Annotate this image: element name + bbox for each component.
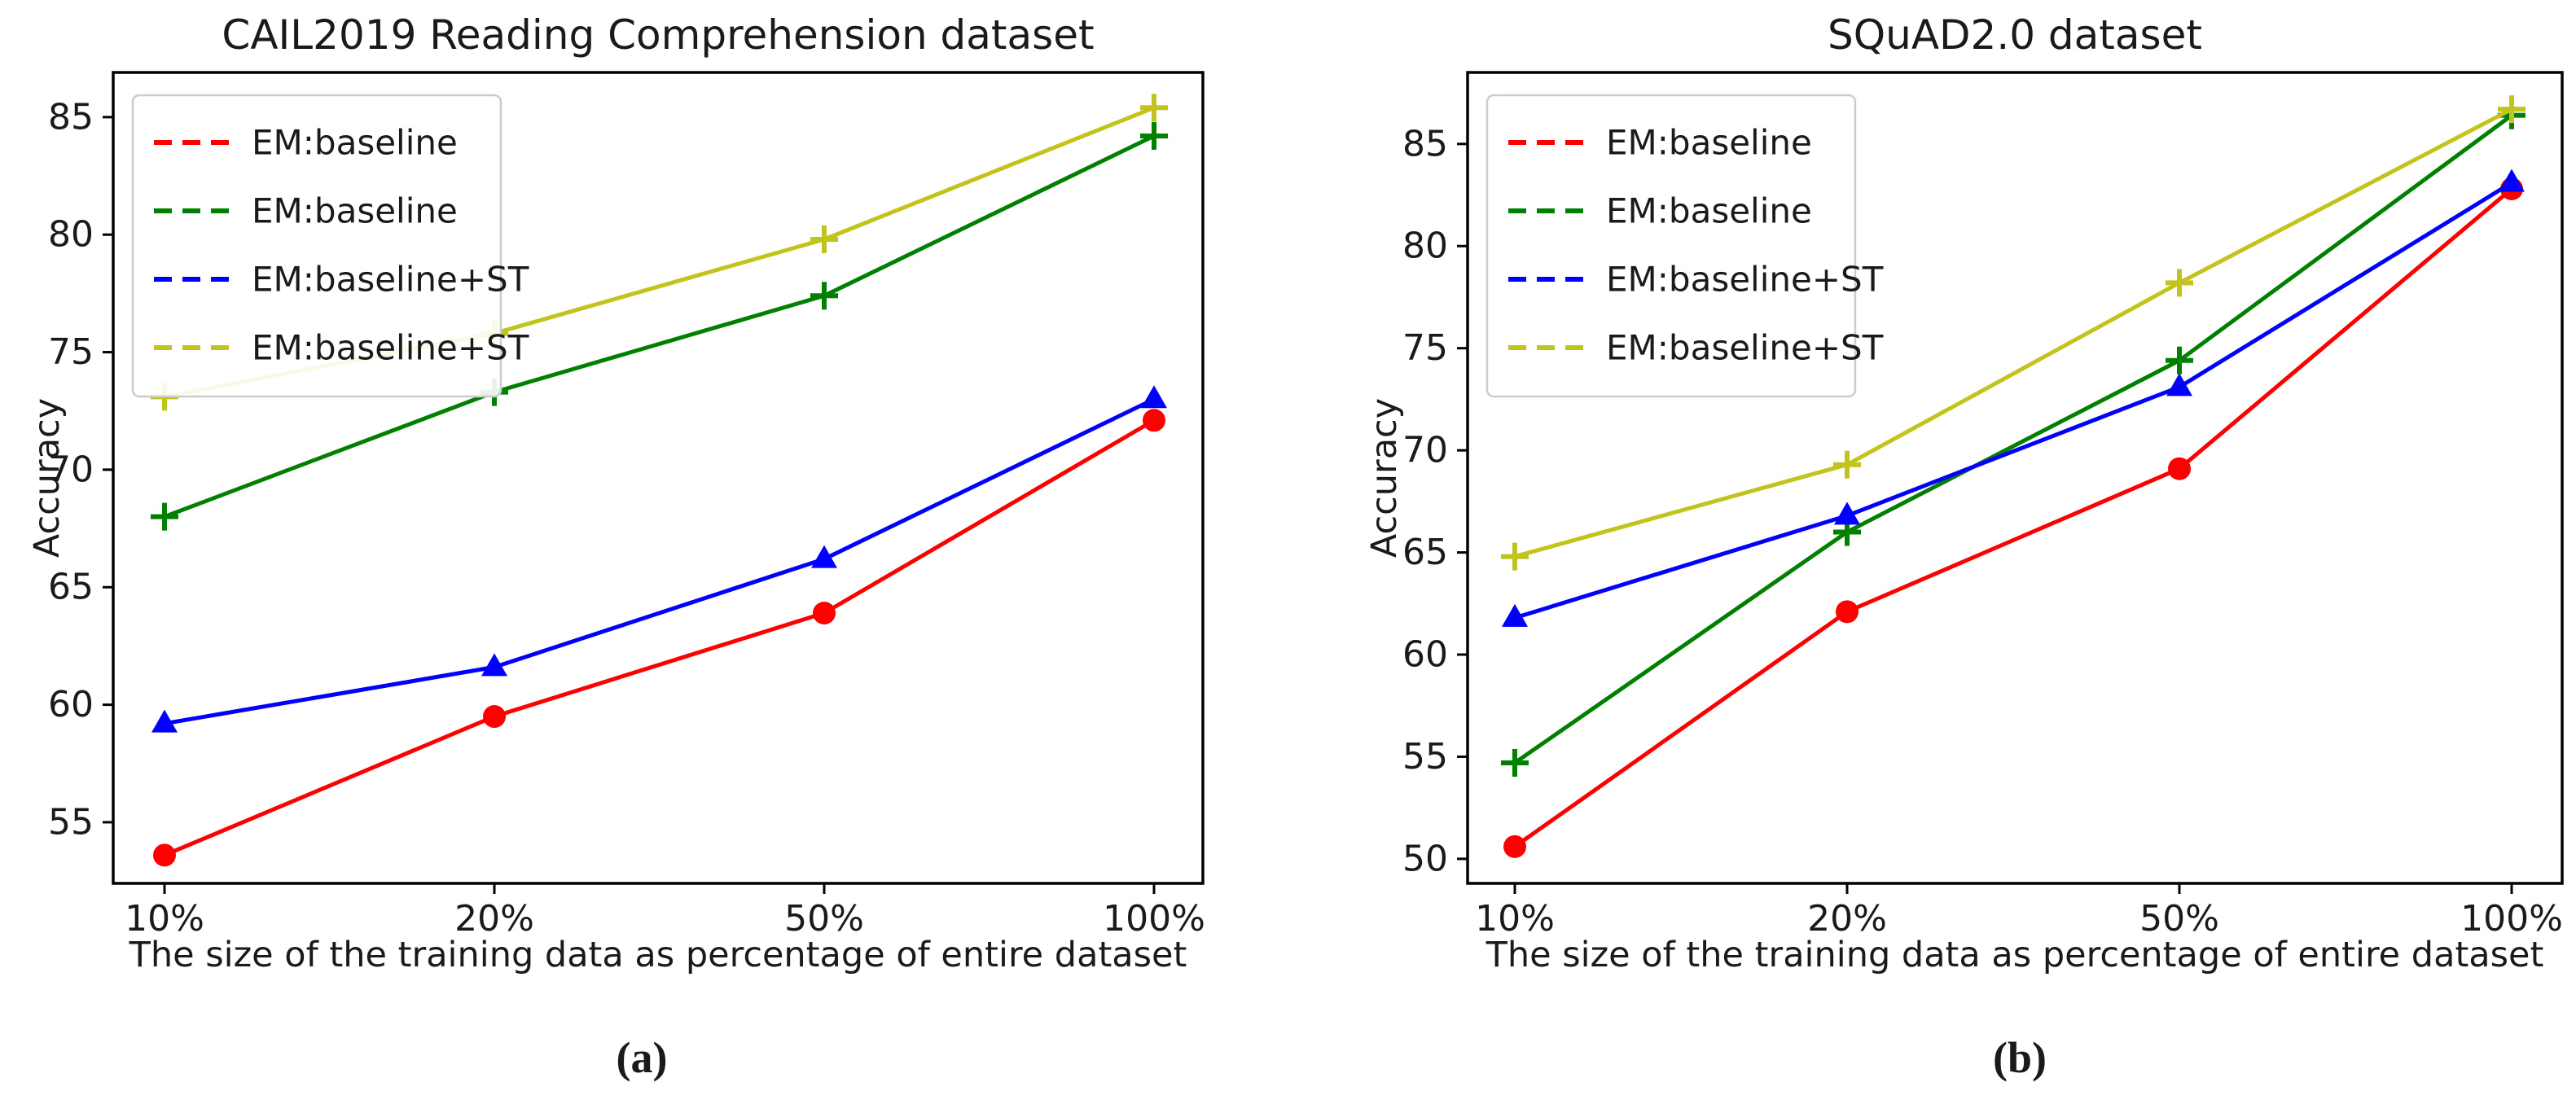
x-tick-label: 50% [2139, 898, 2219, 940]
data-point-marker-triangle [481, 653, 507, 677]
caption-a: (a) [616, 1033, 668, 1082]
legend-box [1485, 94, 1857, 398]
chart-b-xaxis-label: The size of the training data as percent… [1485, 935, 2544, 975]
data-point-marker-triangle [2166, 373, 2192, 396]
data-point-marker-plus [810, 225, 838, 253]
x-tick-label: 20% [1807, 898, 1887, 940]
data-point-marker-triangle [1834, 502, 1860, 525]
data-point-marker-circle [1143, 409, 1165, 432]
series-em-baseline-st [1501, 95, 2526, 571]
data-point-marker-plus [1501, 748, 1529, 777]
legend-entry: EM:baseline+ST [1508, 328, 1884, 368]
series-em-baseline [1503, 177, 2523, 858]
legend-label: EM:baseline+ST [252, 260, 529, 300]
series-line [1512, 113, 2514, 765]
series-line [1512, 180, 2514, 620]
series-line [162, 134, 1156, 519]
chart-b-title: SQuAD2.0 dataset [1828, 11, 2202, 59]
chart-b: 50 55 60 65 70 75 80 85 10% 20% 50% 100% EM:baseline… [1402, 71, 2564, 940]
x-tick-label: 100% [2460, 898, 2563, 940]
chart-a-xaxis-label: The size of the training data as percent… [129, 935, 1187, 975]
y-tick-label: 75 [1402, 327, 1448, 369]
data-point-marker-triangle [2499, 169, 2525, 192]
y-tick-label: 60 [48, 684, 94, 725]
legend-label: EM:baseline+ST [252, 328, 529, 368]
y-tick-label: 55 [1402, 736, 1448, 778]
legend-label: EM:baseline [252, 191, 458, 231]
data-point-marker-circle [483, 705, 506, 729]
legend-entry: EM:baseline [154, 191, 458, 231]
data-point-marker-plus [2498, 95, 2526, 124]
data-point-marker-triangle [151, 709, 178, 733]
legend-label: EM:baseline [1606, 123, 1812, 163]
y-tick-label: 80 [1402, 226, 1448, 267]
legend: EM:baseline EM:baseline EM:baseline+ST EM:b… [131, 94, 529, 398]
data-point-marker-plus [810, 282, 838, 310]
x-tick-label: 50% [784, 898, 864, 940]
data-point-marker-triangle [1502, 603, 1528, 627]
y-tick-label: 80 [48, 214, 94, 256]
legend-label: EM:baseline [1606, 191, 1812, 231]
data-point-marker-plus [1501, 542, 1529, 571]
legend: EM:baseline EM:baseline EM:baseline+ST EM:b… [1485, 94, 1884, 398]
legend-entry: EM:baseline [1508, 123, 1812, 163]
data-point-marker-circle [153, 843, 176, 867]
data-point-marker-plus [1140, 121, 1168, 150]
y-tick-label: 85 [48, 96, 94, 138]
series-em-baseline-st [151, 385, 1167, 733]
legend-box [131, 94, 502, 398]
x-tick-label: 10% [1475, 898, 1555, 940]
legend-label: EM:baseline [252, 123, 458, 163]
series-line [1512, 107, 2514, 559]
legend-label: EM:baseline+ST [1606, 328, 1884, 368]
data-point-marker-plus [1140, 94, 1168, 122]
data-point-marker-circle [1503, 835, 1526, 858]
data-point-marker-circle [813, 602, 836, 624]
y-tick-label: 70 [1402, 430, 1448, 471]
series-em-baseline [153, 409, 1165, 867]
x-tick-label: 10% [125, 898, 204, 940]
y-tick-label: 85 [1402, 123, 1448, 164]
y-tick-label: 60 [1402, 634, 1448, 676]
x-tick-label: 100% [1103, 898, 1205, 940]
y-tick-label: 65 [48, 567, 94, 608]
x-tick-label: 20% [454, 898, 534, 940]
data-point-marker-triangle [1141, 385, 1167, 409]
data-point-marker-plus [151, 502, 178, 531]
data-point-marker-circle [1836, 600, 1858, 624]
chart-a-title: CAIL2019 Reading Comprehension dataset [222, 11, 1095, 59]
chart-b-yaxis-label: Accuracy [1364, 397, 1405, 559]
y-tick-label: 55 [48, 801, 94, 843]
legend-entry: EM:baseline [1508, 191, 1812, 231]
data-point-marker-circle [2168, 457, 2191, 480]
legend-entry: EM:baseline [154, 123, 458, 163]
y-tick-label: 75 [48, 331, 94, 373]
series-line [162, 396, 1156, 726]
series-line [162, 418, 1156, 857]
chart-a-yaxis-label: Accuracy [27, 397, 68, 559]
series-em-baseline-st [1502, 169, 2525, 627]
legend-entry: EM:baseline+ST [154, 328, 529, 368]
data-point-marker-plus [2166, 346, 2193, 375]
y-tick-label: 70 [48, 449, 94, 490]
series-line [1512, 186, 2514, 849]
data-point-marker-plus [2166, 269, 2193, 297]
data-point-marker-triangle [811, 545, 837, 568]
y-tick-label: 50 [1402, 838, 1448, 879]
legend-entry: EM:baseline+ST [154, 260, 529, 300]
legend-entry: EM:baseline+ST [1508, 260, 1884, 300]
data-point-marker-plus [1833, 450, 1861, 479]
y-tick-label: 65 [1402, 532, 1448, 573]
legend-label: EM:baseline+ST [1606, 260, 1884, 300]
caption-b: (b) [1993, 1033, 2047, 1082]
